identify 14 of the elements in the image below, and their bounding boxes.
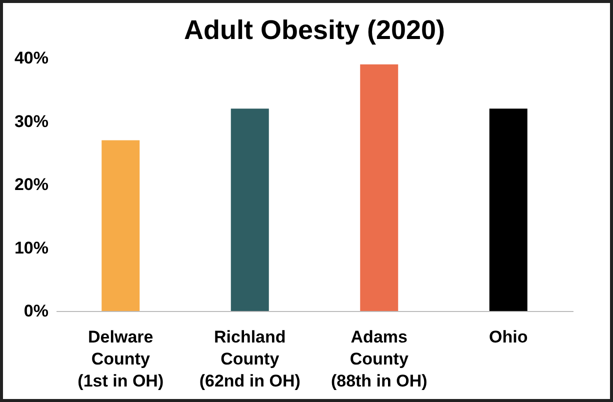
y-tick-label: 40% [14,48,48,68]
y-tick-label: 20% [14,175,48,194]
chart-title: Adult Obesity (2020) [184,15,446,45]
y-tick-label: 10% [14,238,48,258]
bar [230,108,269,311]
y-tick-label: 0% [24,302,48,320]
bar [489,108,528,311]
y-tick-label: 30% [14,112,48,131]
x-tick-label: Delware County (1st in OH) [78,328,164,390]
bar [102,140,140,311]
x-tick-label: Richland County (62nd in OH) [199,328,300,390]
x-tick-label: Adams County (88th in OH) [330,328,428,390]
x-tick-label: Ohio [489,328,528,346]
bar [360,64,398,311]
